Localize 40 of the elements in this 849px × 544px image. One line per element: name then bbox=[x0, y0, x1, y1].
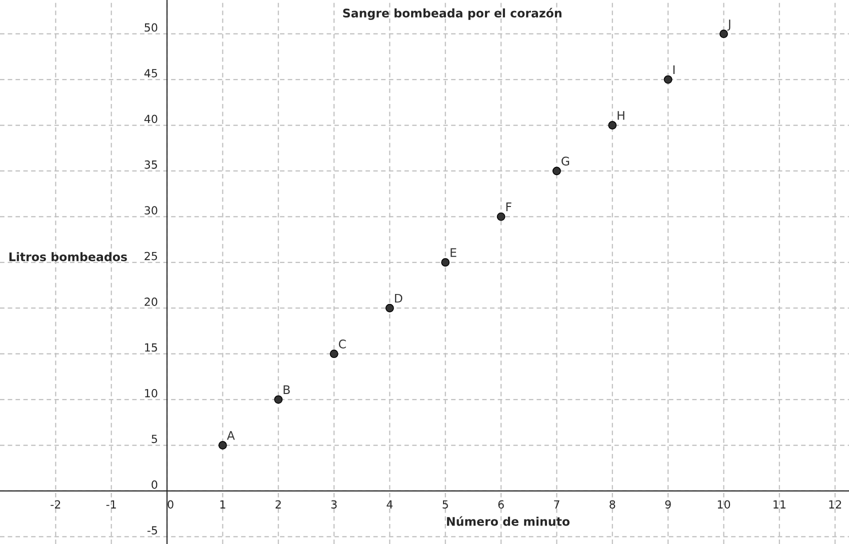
x-tick-label: 1 bbox=[220, 500, 226, 508]
x-tick-label: 3 bbox=[331, 500, 337, 509]
y-tick-label: -5 bbox=[147, 526, 158, 535]
text: Sangre bombeada por el corazón bbox=[343, 8, 562, 20]
annotation: E bbox=[450, 248, 456, 257]
y-tick-label: 25 bbox=[144, 252, 158, 260]
y-tick-label: 30 bbox=[144, 206, 158, 215]
x-tick-label: 7 bbox=[554, 500, 560, 508]
x-tick-label: 10 bbox=[718, 500, 730, 509]
annotation: B bbox=[284, 385, 290, 394]
x-tick-label: 6 bbox=[498, 500, 504, 509]
x-tick-label: 5 bbox=[442, 500, 448, 509]
x-tick-label: -2 bbox=[50, 500, 60, 508]
x-tick-label: 8 bbox=[610, 500, 616, 509]
y-axis-title: Litros bombeados bbox=[9, 252, 127, 262]
x-tick-label: 4 bbox=[386, 500, 393, 508]
y-tick-label: 5 bbox=[152, 434, 158, 444]
annotation: G bbox=[562, 156, 570, 166]
x-tick-label: 0 bbox=[168, 500, 174, 509]
y-tick-label: 20 bbox=[144, 298, 158, 306]
x-tick-label: 9 bbox=[665, 500, 671, 509]
y-tick-label: 0 bbox=[152, 480, 158, 489]
y-tick-label: 50 bbox=[144, 23, 158, 32]
annotation: A bbox=[226, 431, 235, 440]
annotation: F bbox=[506, 202, 512, 212]
y-tick-label: 10 bbox=[145, 388, 158, 398]
annotation: I bbox=[673, 65, 675, 74]
x-tick-label: -1 bbox=[106, 500, 116, 508]
y-tick-label: 40 bbox=[144, 114, 158, 124]
annotation: J bbox=[727, 20, 730, 31]
x-tick-label: 12 bbox=[829, 500, 842, 508]
annotation: C bbox=[338, 340, 346, 348]
y-tick-label: 45 bbox=[144, 69, 158, 78]
annotation: D bbox=[395, 294, 402, 303]
y-tick-label: 15 bbox=[145, 343, 158, 352]
annotation: H bbox=[618, 111, 624, 120]
x-tick-label: 2 bbox=[276, 500, 281, 508]
x-axis-title: Número de minuto bbox=[447, 516, 570, 526]
y-tick-label: 35 bbox=[144, 160, 158, 169]
x-tick-label: 11 bbox=[774, 500, 786, 508]
